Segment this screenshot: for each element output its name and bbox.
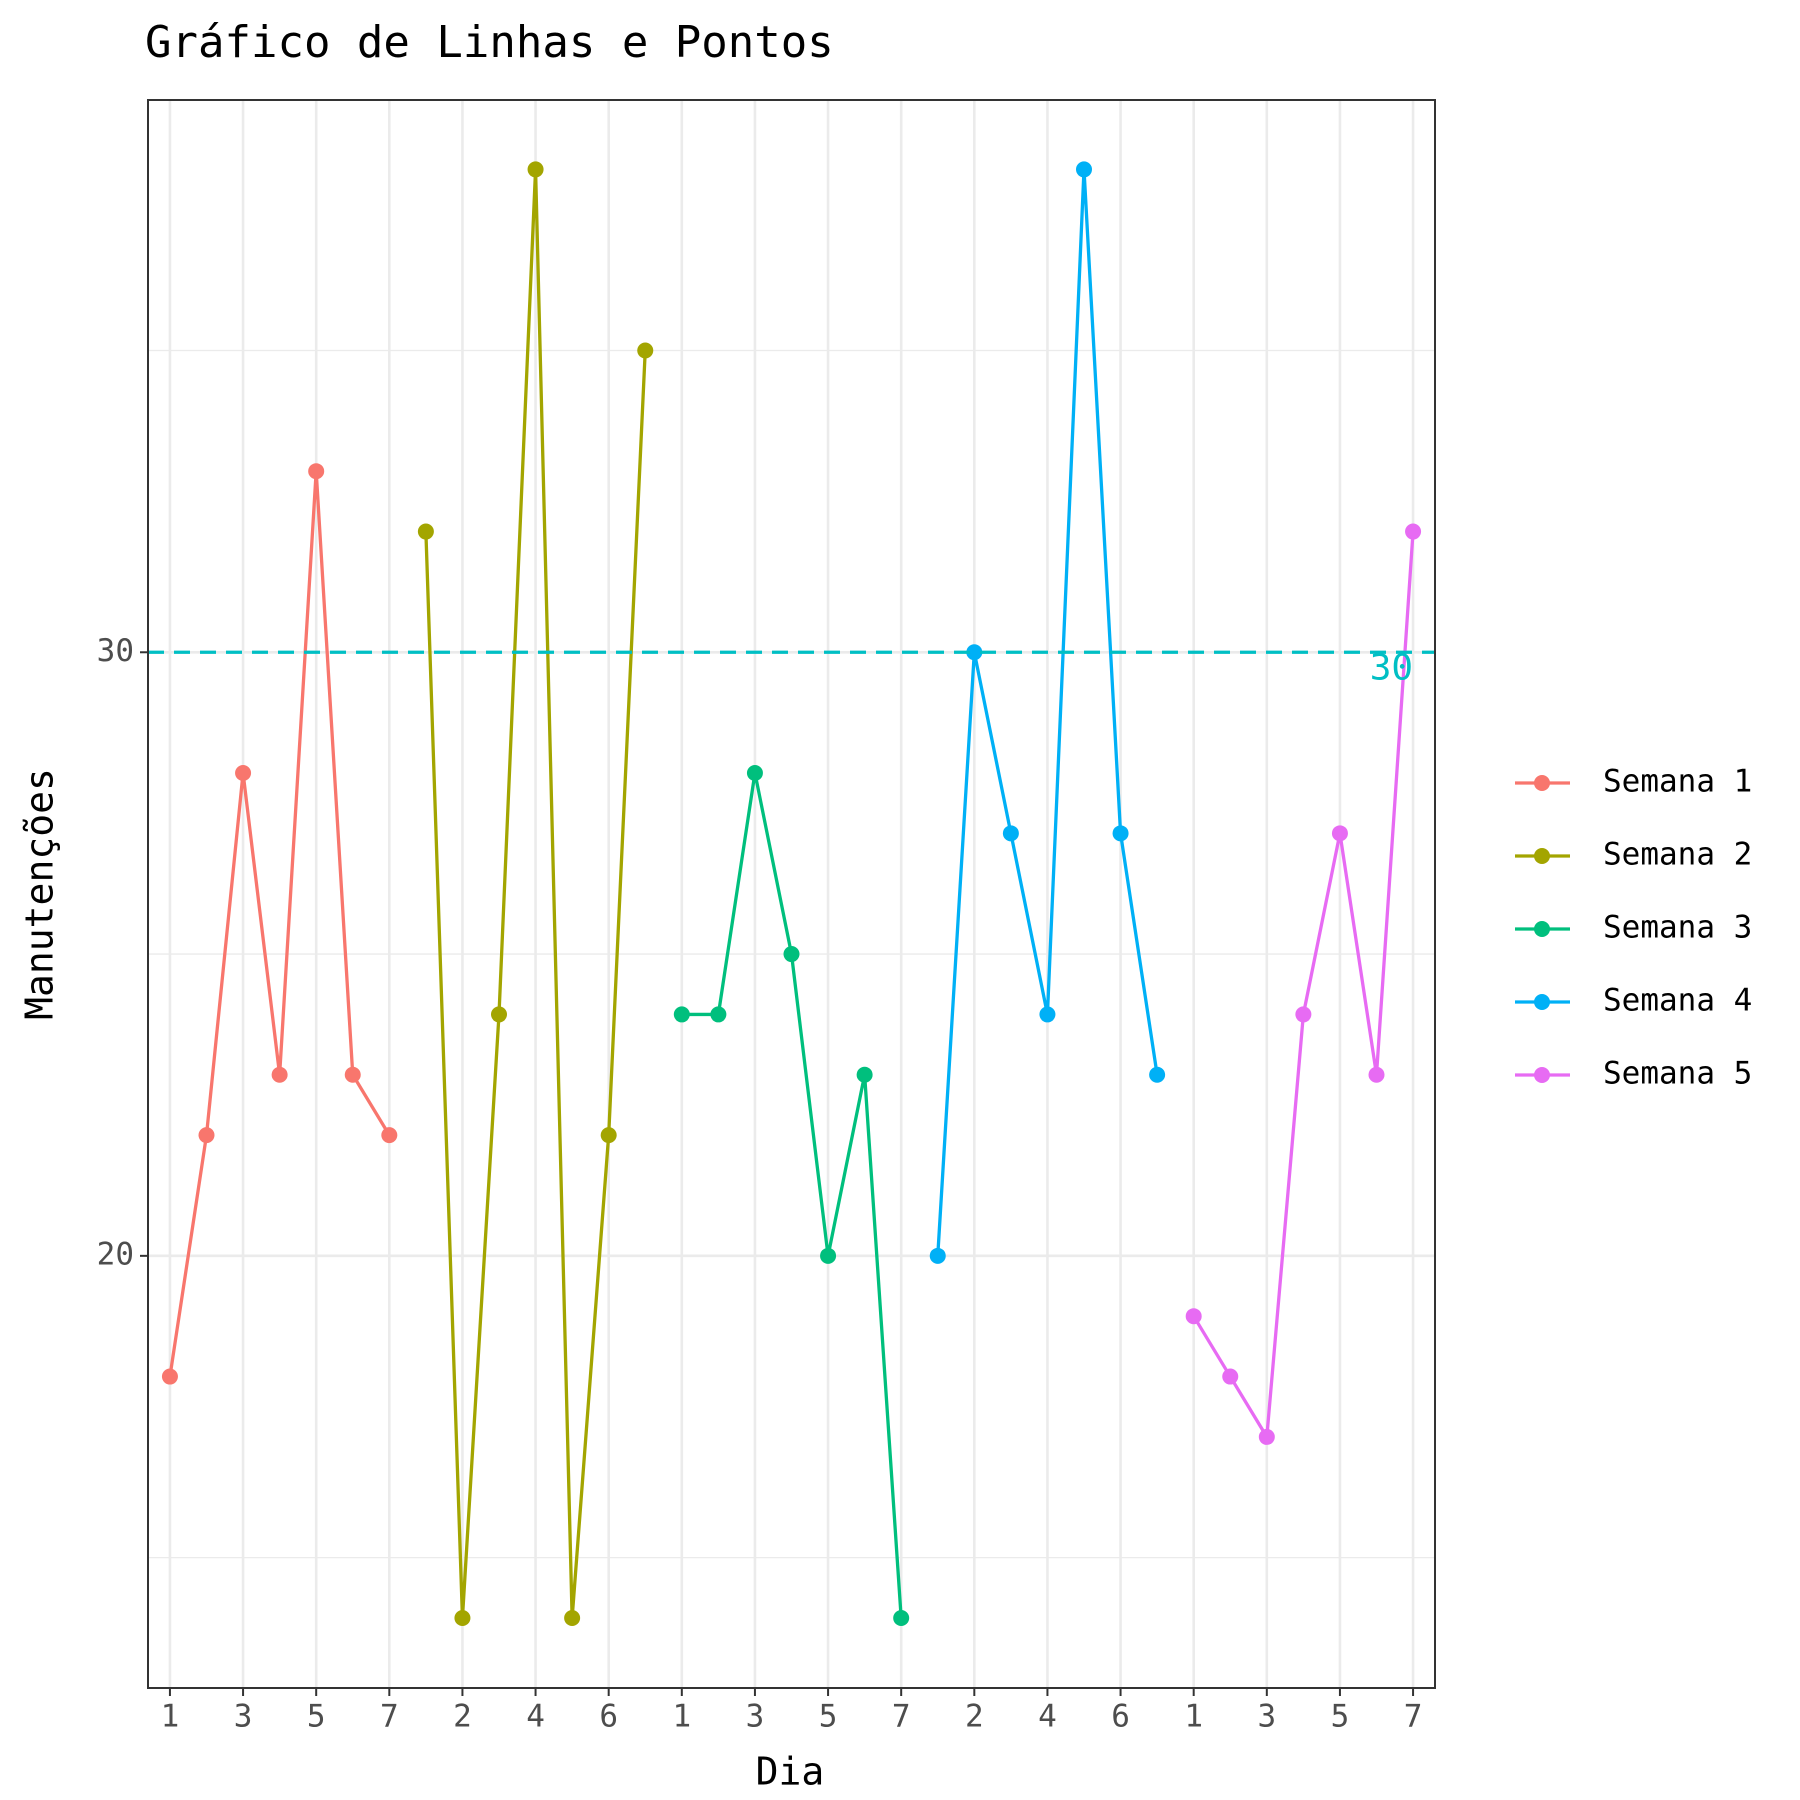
x-tick-label: 4 [526,1699,545,1735]
panel-border [147,99,1436,1689]
point [966,644,983,661]
legend-item: Semana 4 [1515,983,1752,1019]
x-tick-label: 7 [1404,1699,1423,1735]
point [637,342,654,359]
point [235,764,252,781]
point [893,1609,910,1626]
legend-key-point [1534,848,1550,864]
legend-item: Semana 5 [1515,1056,1752,1092]
legend-item: Semana 2 [1515,837,1752,873]
x-tick-label: 3 [234,1699,253,1735]
point [344,1066,361,1083]
point [1039,1006,1056,1023]
legend-item: Semana 1 [1515,764,1752,800]
point [564,1609,581,1626]
point [198,1127,215,1144]
x-tick-label: 5 [1331,1699,1350,1735]
x-tick-label: 3 [1257,1699,1276,1735]
point [454,1609,471,1626]
legend-label: Semana 5 [1603,1056,1752,1092]
point [1331,825,1348,842]
x-tick-label: 1 [672,1699,691,1735]
point [417,523,434,540]
legend-key-point [1534,921,1550,937]
legend-key-point [1534,775,1550,791]
x-tick-label: 2 [453,1699,472,1735]
point [1405,523,1422,540]
point [1368,1066,1385,1083]
y-axis-label: Manutenções [18,768,62,1020]
point [1222,1368,1239,1385]
point [856,1066,873,1083]
point [491,1006,507,1023]
x-tick-label: 5 [307,1699,326,1735]
point [600,1127,617,1144]
legend-label: Semana 2 [1603,837,1752,873]
x-tick-label: 1 [1184,1699,1203,1735]
point [1295,1006,1312,1023]
point [271,1066,288,1083]
point [673,1006,690,1023]
legend-key-point [1534,994,1550,1010]
x-tick-label: 6 [1111,1699,1130,1735]
x-tick-label: 7 [892,1699,911,1735]
point [1185,1308,1202,1325]
legend-label: Semana 1 [1603,764,1752,800]
x-axis-label: Dia [756,1750,825,1794]
point [308,463,325,480]
x-tick-label: 3 [746,1699,765,1735]
x-tick-label: 1 [161,1699,180,1735]
chart-title: Gráfico de Linhas e Pontos [145,17,834,68]
legend-key-point [1534,1067,1550,1083]
point [161,1368,178,1385]
x-tick-label: 7 [380,1699,399,1735]
x-tick-label: 6 [599,1699,618,1735]
point [1002,825,1019,842]
legend-label: Semana 3 [1603,910,1752,946]
point [1258,1428,1275,1445]
legend-label: Semana 4 [1603,983,1752,1019]
x-tick-label: 2 [965,1699,984,1735]
point [1149,1066,1166,1083]
y-tick-label: 20 [97,1236,134,1272]
point [710,1006,727,1023]
point [1076,161,1092,178]
point [527,161,544,178]
point [746,764,763,781]
y-tick-label: 30 [97,633,134,669]
x-tick-label: 4 [1038,1699,1057,1735]
reference-label: 30 [1370,647,1413,688]
point [783,946,800,963]
point [820,1247,837,1264]
point [929,1247,946,1264]
x-tick-label: 5 [819,1699,838,1735]
point [381,1127,398,1144]
legend-item: Semana 3 [1515,910,1752,946]
point [1112,825,1129,842]
